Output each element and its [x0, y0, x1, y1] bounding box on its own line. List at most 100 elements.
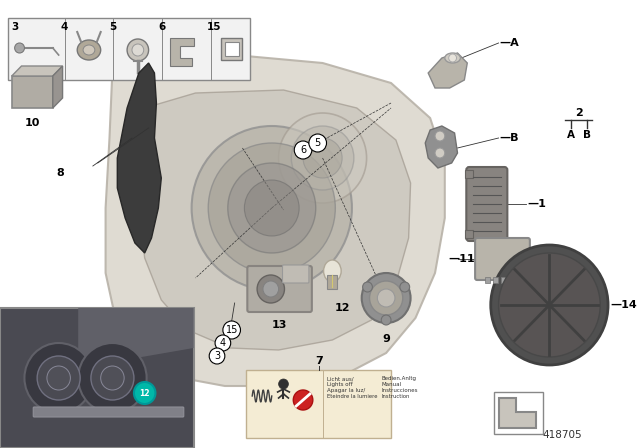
Ellipse shape — [77, 40, 100, 60]
Circle shape — [303, 138, 342, 178]
Text: 5: 5 — [109, 22, 116, 32]
Text: 10: 10 — [24, 118, 40, 128]
Circle shape — [215, 335, 230, 351]
Text: Eteindre la lumiere: Eteindre la lumiere — [326, 394, 377, 399]
Circle shape — [369, 281, 403, 315]
Text: Instruction: Instruction — [381, 394, 410, 399]
Text: —B: —B — [500, 133, 519, 143]
Text: Lights off: Lights off — [326, 382, 352, 387]
Polygon shape — [52, 66, 63, 108]
Circle shape — [132, 44, 144, 56]
Circle shape — [209, 348, 225, 364]
FancyBboxPatch shape — [247, 266, 312, 312]
FancyBboxPatch shape — [493, 277, 497, 283]
FancyBboxPatch shape — [508, 277, 513, 283]
Ellipse shape — [445, 53, 460, 63]
Circle shape — [363, 282, 372, 292]
Circle shape — [127, 39, 148, 61]
Polygon shape — [106, 55, 445, 386]
Text: 8: 8 — [57, 168, 65, 178]
Circle shape — [499, 253, 600, 357]
Text: 2: 2 — [575, 108, 582, 118]
Text: 4: 4 — [61, 22, 68, 32]
Circle shape — [228, 163, 316, 253]
Circle shape — [100, 366, 124, 390]
Text: Apagar la luz/: Apagar la luz/ — [326, 388, 365, 393]
Text: 12: 12 — [140, 388, 150, 397]
Text: 3: 3 — [214, 351, 220, 361]
FancyBboxPatch shape — [465, 170, 473, 178]
Polygon shape — [425, 126, 458, 168]
Circle shape — [378, 289, 395, 307]
Text: B: B — [582, 130, 591, 140]
Circle shape — [244, 180, 299, 236]
Circle shape — [37, 356, 80, 400]
FancyBboxPatch shape — [12, 76, 52, 108]
Circle shape — [263, 281, 278, 297]
FancyBboxPatch shape — [465, 230, 473, 238]
Text: 3: 3 — [12, 22, 19, 32]
Text: 15: 15 — [225, 325, 238, 335]
Text: 6: 6 — [158, 22, 166, 32]
Circle shape — [294, 141, 312, 159]
Circle shape — [435, 131, 445, 141]
Text: 12: 12 — [334, 303, 350, 313]
FancyBboxPatch shape — [475, 238, 530, 280]
Circle shape — [491, 245, 608, 365]
Text: A: A — [567, 130, 575, 140]
Text: 6: 6 — [300, 145, 306, 155]
Text: —11: —11 — [449, 254, 476, 264]
Polygon shape — [428, 53, 467, 88]
Text: 4: 4 — [220, 338, 226, 348]
Text: 5: 5 — [315, 138, 321, 148]
Text: Manual: Manual — [381, 382, 401, 387]
Text: —A: —A — [500, 38, 519, 48]
FancyBboxPatch shape — [8, 18, 250, 80]
Circle shape — [257, 275, 284, 303]
Ellipse shape — [83, 45, 95, 55]
Circle shape — [223, 321, 241, 339]
Ellipse shape — [324, 260, 341, 282]
FancyBboxPatch shape — [0, 308, 193, 448]
Circle shape — [91, 356, 134, 400]
Circle shape — [15, 43, 24, 53]
Polygon shape — [139, 90, 411, 350]
FancyBboxPatch shape — [467, 167, 508, 241]
Circle shape — [278, 113, 367, 203]
Circle shape — [134, 382, 156, 404]
Circle shape — [278, 379, 289, 389]
Text: 9: 9 — [382, 334, 390, 344]
Text: Bedien.Anltg: Bedien.Anltg — [381, 376, 416, 381]
Circle shape — [309, 134, 326, 152]
Text: Licht aus/: Licht aus/ — [326, 376, 353, 381]
Circle shape — [291, 126, 354, 190]
Circle shape — [449, 54, 456, 62]
FancyBboxPatch shape — [485, 277, 490, 283]
Circle shape — [24, 343, 93, 413]
FancyBboxPatch shape — [225, 42, 239, 56]
FancyBboxPatch shape — [500, 277, 506, 283]
FancyBboxPatch shape — [221, 38, 243, 60]
Circle shape — [293, 390, 313, 410]
Circle shape — [381, 315, 391, 325]
Text: 418705: 418705 — [542, 430, 582, 440]
FancyBboxPatch shape — [246, 370, 391, 438]
Circle shape — [400, 282, 410, 292]
Polygon shape — [170, 38, 193, 66]
Circle shape — [208, 143, 335, 273]
FancyBboxPatch shape — [33, 407, 184, 417]
FancyBboxPatch shape — [516, 277, 521, 283]
Text: —1: —1 — [527, 199, 546, 209]
Text: 15: 15 — [207, 22, 221, 32]
Circle shape — [47, 366, 70, 390]
Text: —14: —14 — [610, 300, 637, 310]
Circle shape — [435, 148, 445, 158]
Polygon shape — [117, 63, 161, 253]
Polygon shape — [12, 66, 63, 76]
Text: Instrucciones: Instrucciones — [381, 388, 418, 393]
Polygon shape — [78, 308, 193, 368]
Text: 7: 7 — [315, 356, 323, 366]
Circle shape — [362, 273, 411, 323]
FancyBboxPatch shape — [328, 275, 337, 289]
Circle shape — [191, 126, 352, 290]
